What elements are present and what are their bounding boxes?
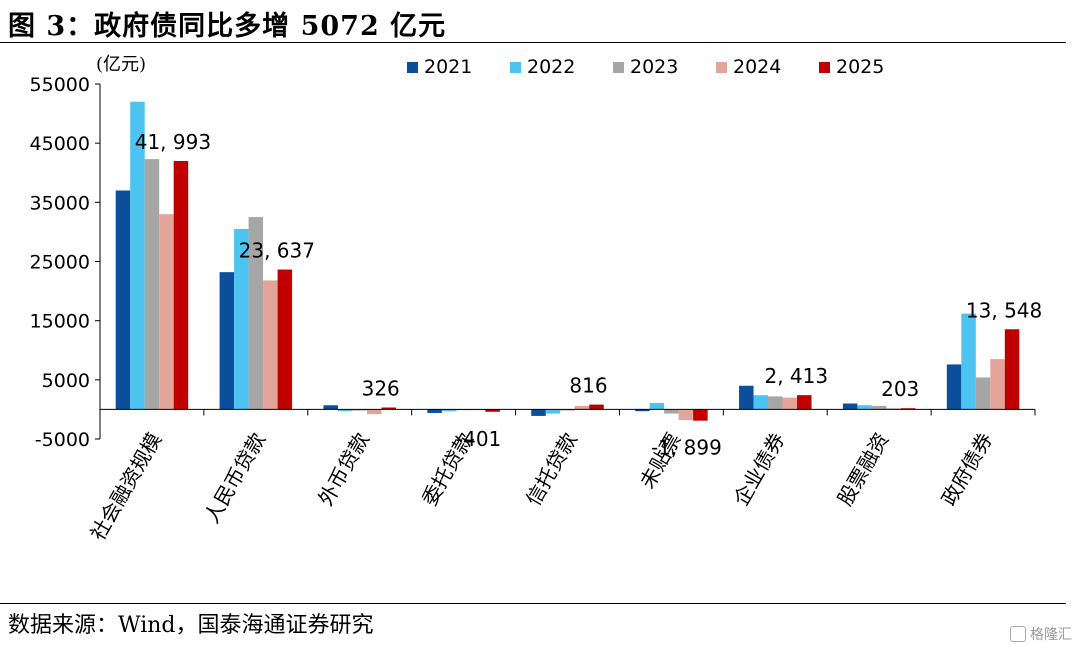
bar-2022-1 bbox=[130, 101, 145, 410]
watermark: 格隆汇 bbox=[1010, 624, 1072, 644]
bar-2025-3 bbox=[381, 407, 396, 410]
bar-2021-1 bbox=[115, 190, 131, 410]
data-label: 816 bbox=[569, 374, 607, 398]
bar-2022-8 bbox=[857, 405, 872, 410]
y-tick-label: 5000 bbox=[42, 370, 90, 392]
bar-2021-6 bbox=[635, 409, 650, 412]
legend-swatch-2023 bbox=[613, 62, 624, 73]
bar-2025-4 bbox=[485, 409, 500, 412]
category-label: 企业债券 bbox=[729, 429, 790, 510]
legend-label-2025: 2025 bbox=[836, 56, 884, 78]
bar-2021-3 bbox=[323, 405, 338, 410]
bar-2024-2 bbox=[263, 280, 278, 410]
bar-2022-4 bbox=[441, 409, 457, 412]
category-label: 外币贷款 bbox=[313, 429, 374, 510]
bar-2024-8 bbox=[886, 408, 901, 410]
bar-2023-9 bbox=[975, 377, 991, 410]
category-label: 政府债券 bbox=[937, 429, 998, 510]
bar-chart: -5000 5000 15000 25000 35000 45000 55000 (亿元) 社… bbox=[30, 54, 1043, 545]
bar-2021-4 bbox=[427, 409, 442, 413]
y-tick-label: 45000 bbox=[30, 133, 90, 155]
legend-label-2021: 2021 bbox=[424, 56, 472, 78]
bar-2022-6 bbox=[649, 402, 665, 410]
legend: 2021 2022 2023 2024 2025 bbox=[407, 56, 884, 78]
data-label: 326 bbox=[362, 377, 400, 401]
bar-2025-6 bbox=[693, 409, 708, 421]
bar-2025-8 bbox=[900, 408, 916, 410]
data-label: 23, 637 bbox=[239, 239, 315, 263]
y-tick-label: 35000 bbox=[30, 192, 90, 214]
bar-2025-2 bbox=[277, 269, 293, 410]
bar-2023-1 bbox=[144, 159, 160, 410]
bar-2021-5 bbox=[531, 409, 546, 416]
watermark-text: 格隆汇 bbox=[1030, 627, 1072, 643]
bar-2024-9 bbox=[990, 359, 1005, 410]
bar-2024-7 bbox=[782, 397, 798, 410]
bar-2023-3 bbox=[352, 409, 367, 411]
bar-2023-2 bbox=[248, 217, 264, 410]
title-divider bbox=[0, 42, 1066, 43]
bar-2023-5 bbox=[560, 409, 575, 411]
source-note: 数据来源：Wind，国泰海通证券研究 bbox=[8, 613, 374, 638]
bar-2024-3 bbox=[366, 409, 382, 415]
category-label: 人民币贷款 bbox=[199, 429, 270, 528]
bar-2022-3 bbox=[337, 409, 353, 412]
bar-2021-8 bbox=[842, 403, 858, 410]
data-labels: 41, 993 23, 637 326 -401 816 -1, 899 2, 413 203… bbox=[135, 130, 1043, 460]
figure-title: 图 3：政府债同比多增 5072 亿元 bbox=[8, 11, 447, 42]
y-tick-label: 15000 bbox=[30, 311, 90, 333]
data-label: -401 bbox=[456, 427, 501, 451]
data-label: 13, 548 bbox=[966, 298, 1042, 322]
legend-label-2024: 2024 bbox=[733, 56, 781, 78]
bar-2025-9 bbox=[1004, 329, 1020, 410]
bar-2025-5 bbox=[589, 404, 604, 410]
bar-2021-7 bbox=[739, 385, 754, 410]
bar-2024-6 bbox=[678, 409, 694, 421]
legend-swatch-2021 bbox=[407, 62, 418, 73]
data-label: 203 bbox=[881, 377, 919, 401]
bar-2025-7 bbox=[797, 395, 812, 410]
bar-2025-1 bbox=[173, 160, 189, 410]
bar-2022-5 bbox=[545, 409, 561, 414]
bar-2021-9 bbox=[946, 364, 962, 410]
bar-2022-2 bbox=[234, 228, 249, 410]
category-label: 社会融资规模 bbox=[85, 429, 166, 545]
bar-2021-2 bbox=[219, 272, 235, 410]
data-label: 2, 413 bbox=[764, 364, 828, 388]
data-label: -1, 899 bbox=[651, 436, 722, 460]
bar-2023-7 bbox=[768, 396, 783, 410]
bar-2022-9 bbox=[961, 313, 976, 410]
category-label: 信托贷款 bbox=[521, 429, 582, 510]
watermark-logo-icon bbox=[1010, 626, 1026, 642]
y-tick-label: 55000 bbox=[30, 74, 90, 96]
bar-2024-5 bbox=[574, 405, 590, 410]
category-label: 股票融资 bbox=[833, 429, 894, 510]
legend-swatch-2024 bbox=[716, 62, 727, 73]
legend-label-2023: 2023 bbox=[630, 56, 678, 78]
y-unit-label: (亿元) bbox=[96, 54, 146, 75]
bar-2023-8 bbox=[871, 405, 887, 410]
legend-swatch-2022 bbox=[510, 62, 521, 73]
bar-2023-6 bbox=[664, 409, 679, 414]
data-label: 41, 993 bbox=[135, 130, 211, 154]
bar-2022-7 bbox=[753, 395, 769, 410]
y-tick-label: 25000 bbox=[30, 252, 90, 274]
footer-divider bbox=[0, 603, 1066, 604]
bars bbox=[115, 101, 1020, 421]
legend-label-2022: 2022 bbox=[527, 56, 575, 78]
y-axis: -5000 5000 15000 25000 35000 45000 55000 (亿元) bbox=[30, 54, 147, 451]
bar-2024-1 bbox=[159, 214, 174, 410]
legend-swatch-2025 bbox=[819, 62, 830, 73]
x-axis: 社会融资规模 人民币贷款 外币贷款 委托贷款 信托贷款 未贴票 企业债券 股票融资 政府债券 bbox=[85, 408, 1036, 545]
y-tick-label: -5000 bbox=[35, 429, 90, 451]
